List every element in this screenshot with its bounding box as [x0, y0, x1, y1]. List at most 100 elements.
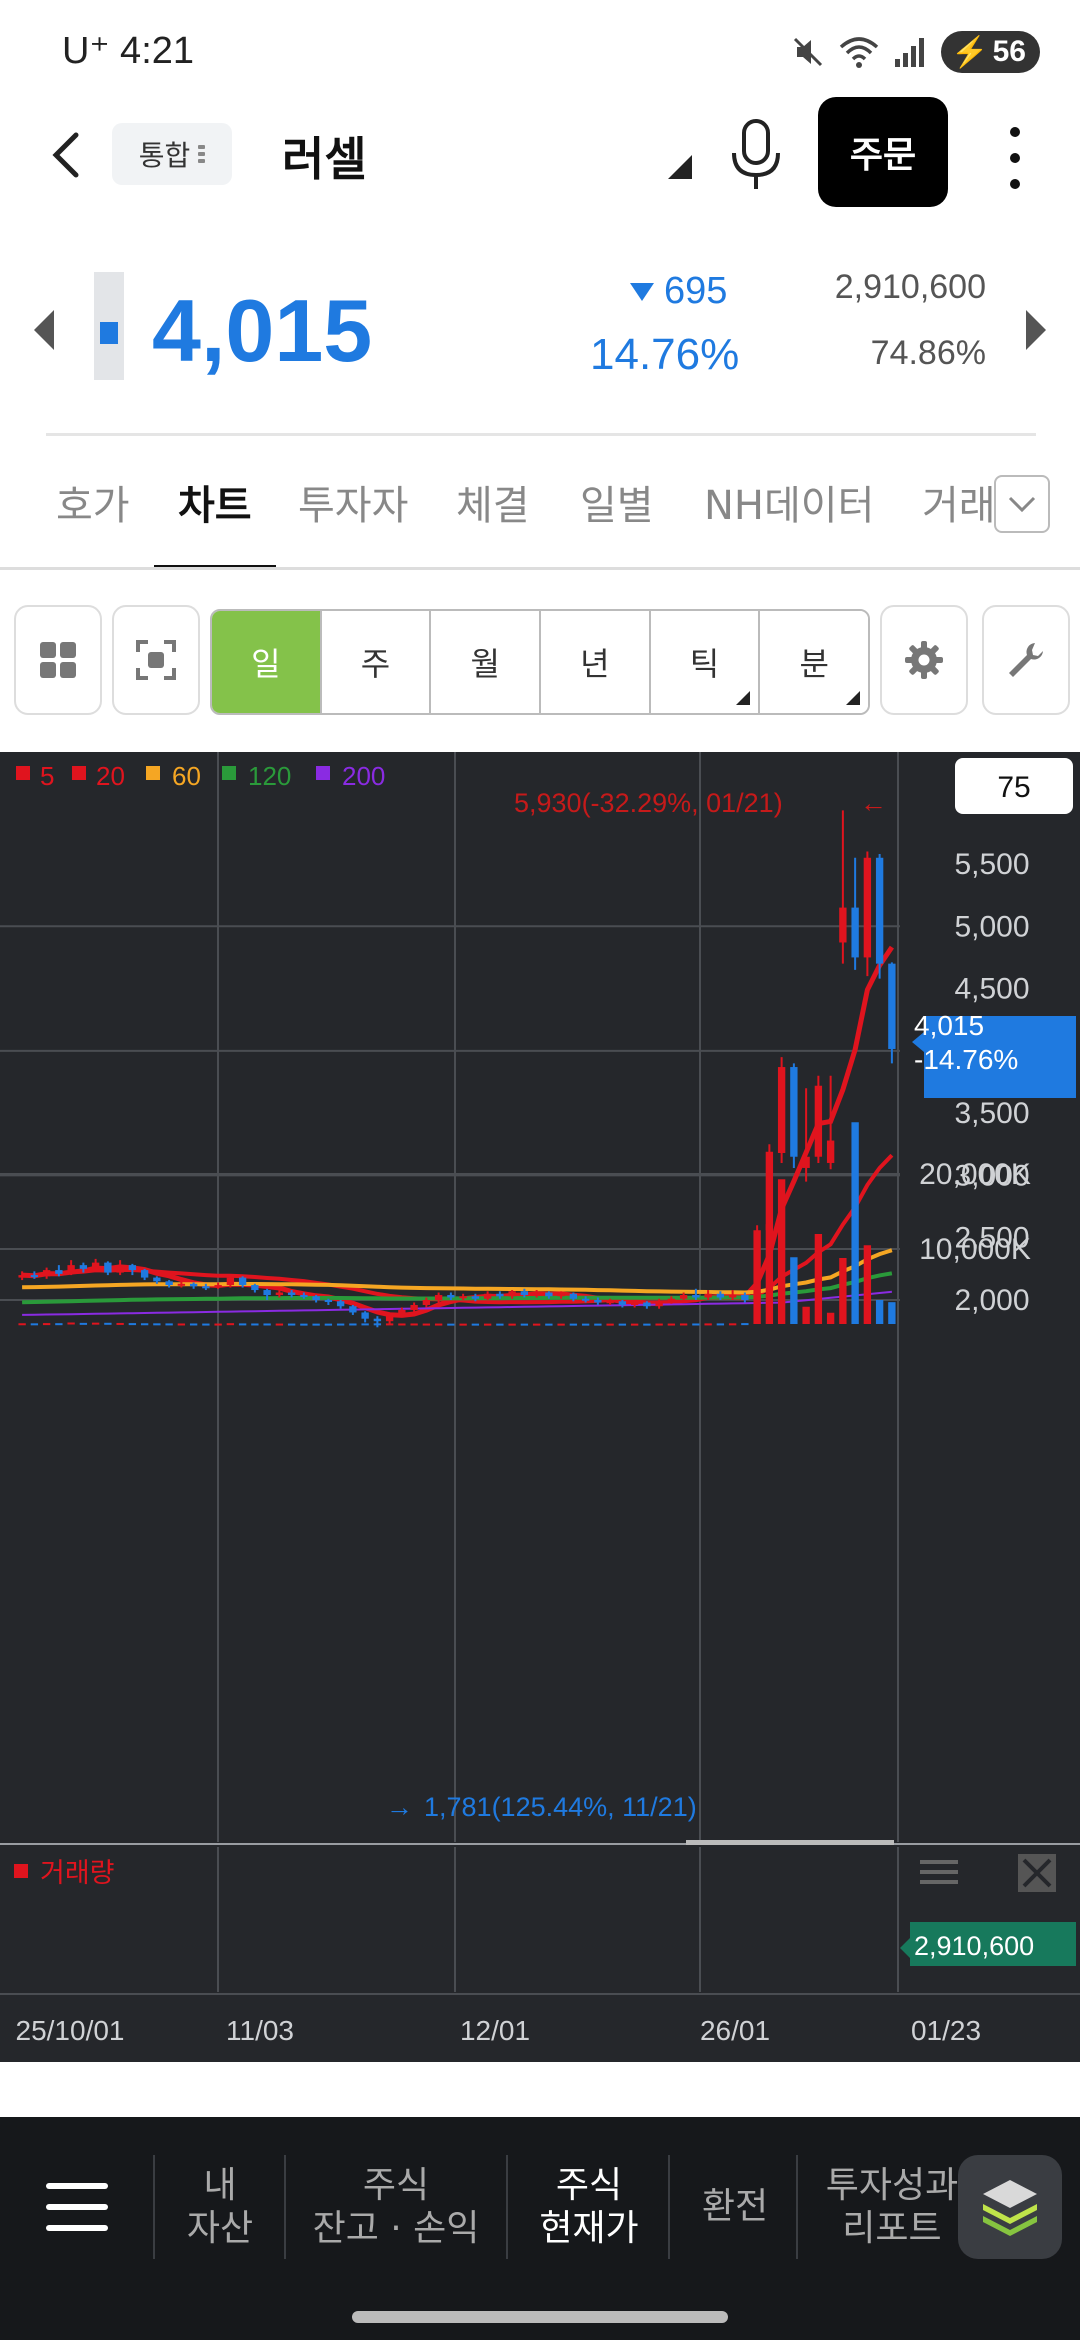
nav-stock-current-price[interactable]: 주식 현재가: [512, 2117, 666, 2297]
candle-body: [728, 1295, 737, 1298]
candle-body: [790, 1067, 798, 1157]
legend-swatch: [14, 1864, 28, 1878]
candle-body: [226, 1277, 235, 1286]
volume-bar: [165, 1323, 173, 1326]
period-minute[interactable]: 분: [760, 611, 868, 713]
nav-performance-report[interactable]: 투자성과 리포트: [802, 2117, 982, 2297]
volume-bar: [655, 1323, 663, 1326]
chart-settings-button[interactable]: [880, 605, 968, 715]
candle-body: [888, 963, 896, 1049]
hamburger-menu-icon[interactable]: [46, 2183, 108, 2231]
next-stock-arrow-icon[interactable]: [1026, 310, 1046, 350]
pane-close-icon[interactable]: [1018, 1854, 1056, 1892]
legend-swatch: [316, 766, 330, 780]
visible-count-box[interactable]: [955, 758, 1073, 814]
volume-bar: [716, 1323, 725, 1326]
volume-bar: [569, 1323, 578, 1326]
volume-bar: [471, 1323, 480, 1326]
candle-body: [459, 1296, 467, 1299]
home-indicator[interactable]: [352, 2311, 728, 2323]
tab-orderbook[interactable]: 호가: [56, 483, 130, 529]
candle-body: [422, 1300, 431, 1305]
system-nav-area: [0, 2297, 1080, 2340]
period-label: 분: [799, 645, 829, 683]
divider: [796, 2155, 798, 2259]
market-selector[interactable]: 통합: [112, 123, 232, 185]
date-tick-label: 01/23: [911, 2015, 981, 2046]
volume-bar: [545, 1323, 553, 1326]
candle-body: [104, 1262, 112, 1273]
prev-stock-arrow-icon[interactable]: [34, 310, 54, 350]
candle-body: [18, 1275, 26, 1278]
bottom-navigation: 내 자산 주식 잔고 · 손익 주식 현재가 환전 투자성과 리포트: [0, 2117, 1080, 2297]
tab-trades[interactable]: 체결: [456, 483, 530, 529]
period-tick[interactable]: 틱: [650, 611, 761, 713]
volume-tick-label: 10,000K: [919, 1233, 1031, 1266]
volume-bar: [557, 1323, 565, 1326]
volume-bar: [508, 1323, 516, 1326]
price-chart[interactable]: 2,000 2,500 3,000 3,500 4,500 5,000 5,500 10,00…: [0, 752, 1080, 2062]
volume-bar: [594, 1323, 602, 1326]
turnover-percent: 74.86%: [870, 334, 986, 372]
candle-body: [863, 857, 872, 958]
period-year[interactable]: 년: [541, 611, 651, 713]
candlestick-chart[interactable]: 2,000 2,500 3,000 3,500 4,500 5,000 5,500 10,00…: [0, 752, 1080, 2062]
divider: [668, 2155, 670, 2259]
date-tick-label: 26/01: [700, 2015, 770, 2046]
candle-body: [679, 1295, 688, 1299]
period-day[interactable]: 일: [212, 611, 322, 713]
market-selector-label: 통합: [138, 139, 191, 172]
layers-button[interactable]: [958, 2155, 1062, 2259]
nav-label: 내 자산: [186, 2164, 254, 2249]
candle-body: [238, 1277, 247, 1286]
status-icons: ⚡ 56: [791, 30, 1040, 74]
volume-bar: [287, 1323, 296, 1326]
microphone-icon[interactable]: [728, 117, 784, 193]
candle-body: [667, 1298, 676, 1302]
candle-body: [508, 1291, 516, 1297]
volume-bar: [226, 1323, 235, 1326]
back-icon[interactable]: [40, 125, 100, 185]
divider: [153, 2155, 155, 2259]
tab-trading[interactable]: 거래: [922, 483, 992, 529]
pane-menu-icon[interactable]: [920, 1860, 958, 1884]
expand-tabs-button[interactable]: [994, 475, 1050, 533]
nav-stock-balance[interactable]: 주식 잔고 · 손익: [290, 2117, 502, 2297]
volume-bar: [140, 1323, 149, 1326]
order-button[interactable]: 주문: [818, 97, 948, 207]
tab-nh-data[interactable]: NH데이터: [704, 483, 875, 529]
period-week[interactable]: 주: [321, 611, 432, 713]
more-menu-icon[interactable]: [1000, 123, 1030, 193]
divider: [284, 2155, 286, 2259]
tab-investor[interactable]: 투자자: [298, 483, 409, 529]
tab-chart[interactable]: 차트: [178, 483, 252, 529]
candle-body: [520, 1291, 529, 1296]
nav-my-assets[interactable]: 내 자산: [160, 2117, 280, 2297]
volume-bar: [398, 1323, 406, 1326]
period-month[interactable]: 월: [431, 611, 542, 713]
date-tick-label: 25/10/01: [16, 2015, 125, 2046]
price-tick-label: 5,000: [954, 910, 1029, 943]
pane-scrollbar[interactable]: [686, 1840, 894, 1845]
fullscreen-icon: [136, 640, 176, 680]
fullscreen-button[interactable]: [112, 605, 200, 715]
candle-body: [618, 1301, 627, 1305]
chart-tools-button[interactable]: [982, 605, 1070, 715]
candle-body: [275, 1292, 284, 1296]
stock-name[interactable]: 러셀: [282, 132, 367, 186]
tab-daily[interactable]: 일별: [580, 483, 654, 529]
stock-dropdown-icon[interactable]: [668, 155, 692, 179]
grid-layout-button[interactable]: [14, 605, 102, 715]
nav-label: 주식 잔고 · 손익: [312, 2164, 480, 2249]
period-label: 주: [360, 645, 391, 683]
candle-body: [251, 1285, 259, 1291]
candle-body: [177, 1283, 186, 1286]
volume-bar: [238, 1323, 247, 1326]
volume-bar: [104, 1322, 112, 1325]
submenu-corner-icon: [736, 691, 751, 705]
nav-label: 투자성과 리포트: [825, 2164, 959, 2249]
price-tick-label: 4,500: [954, 973, 1029, 1006]
volume-bar: [55, 1323, 63, 1326]
volume-bar: [704, 1323, 712, 1326]
nav-exchange[interactable]: 환전: [674, 2117, 796, 2297]
